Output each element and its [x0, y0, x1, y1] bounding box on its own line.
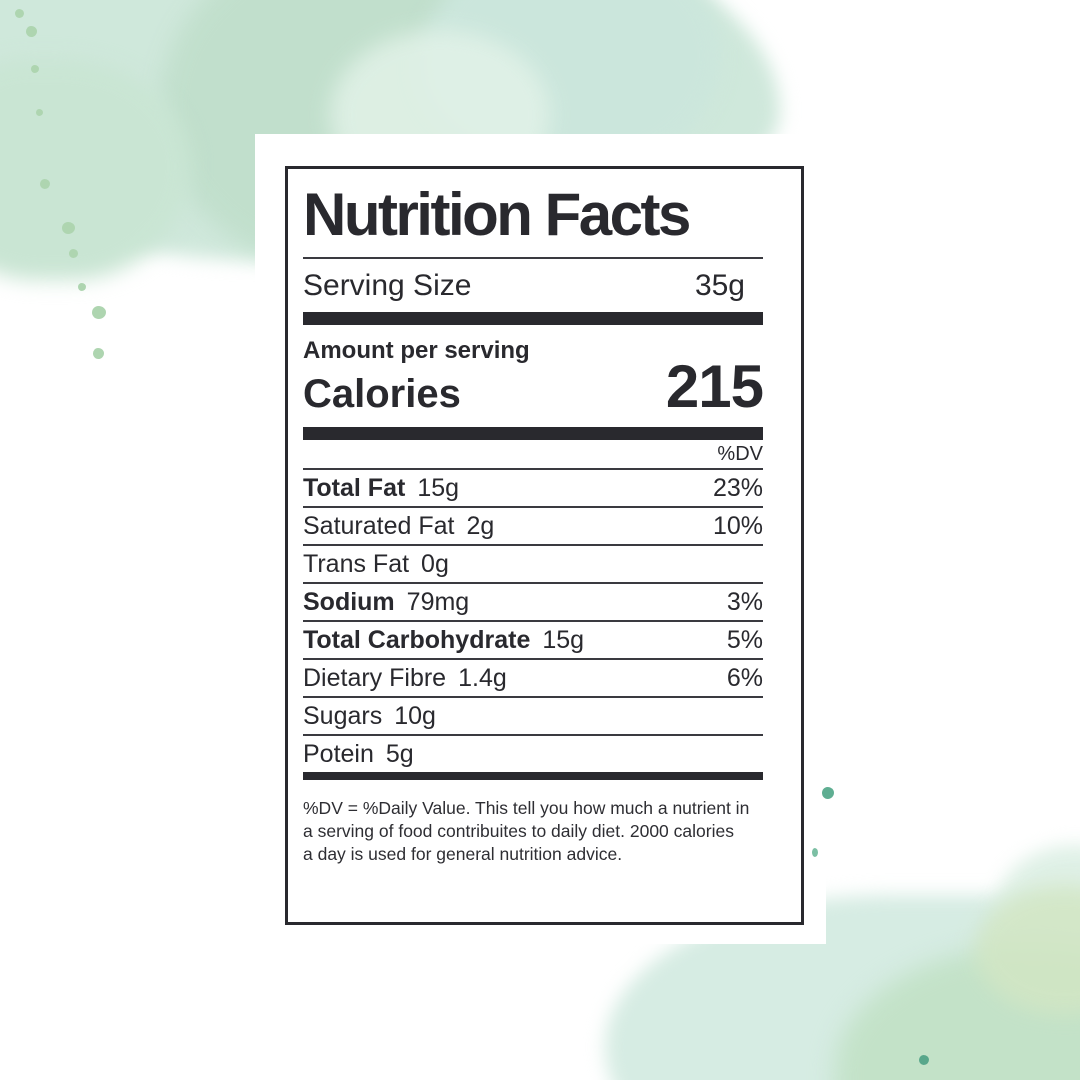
footnote-line: a serving of food contribuites to daily …	[303, 821, 734, 841]
nutrient-row-dietary-fibre: Dietary Fibre 1.4g 6%	[303, 658, 763, 696]
nutrient-name: Total Carbohydrate	[303, 625, 531, 654]
nutrient-dv: 6%	[726, 663, 763, 692]
nutrient-dv: 23%	[712, 473, 763, 502]
divider-thick	[303, 312, 763, 325]
nutrient-dv: 3%	[726, 587, 763, 616]
serving-size-value: 35g	[694, 268, 745, 302]
nutrient-row-sugars: Sugars 10g	[303, 696, 763, 734]
footnote-line: %DV = %Daily Value. This tell you how mu…	[303, 798, 750, 818]
watercolor-dot	[62, 222, 75, 234]
nutrient-name: Saturated Fat	[303, 511, 455, 540]
nutrient-amount: 5g	[385, 739, 414, 768]
watercolor-dot-teal	[919, 1055, 929, 1065]
serving-size-label: Serving Size	[303, 268, 472, 302]
nutrient-name: Total Fat	[303, 473, 406, 502]
nutrient-row-total-carbohydrate: Total Carbohydrate 15g 5%	[303, 620, 763, 658]
nutrient-row-saturated-fat: Saturated Fat 2g 10%	[303, 506, 763, 544]
watercolor-dot	[93, 348, 104, 359]
nutrition-facts-panel: Nutrition Facts Serving Size 35g Amount …	[285, 166, 804, 925]
nutrient-amount: 15g	[542, 625, 585, 654]
watercolor-dot	[40, 179, 50, 189]
watercolor-dot	[26, 26, 37, 37]
nutrient-amount: 2g	[466, 511, 495, 540]
daily-value-header: %DV	[717, 443, 763, 465]
watercolor-blob-bottomright-core	[835, 945, 1080, 1080]
serving-size-row: Serving Size 35g	[303, 259, 763, 312]
nutrient-row-trans-fat: Trans Fat 0g	[303, 544, 763, 582]
divider-thick	[303, 427, 763, 440]
nutrient-row-total-fat: Total Fat 15g 23%	[303, 468, 763, 506]
nutrient-name: Potein	[303, 739, 374, 768]
nutrient-amount: 10g	[394, 701, 436, 730]
footnote-line: a day is used for general nutrition advi…	[303, 844, 623, 864]
watercolor-dot	[92, 306, 106, 319]
watercolor-dot	[36, 109, 43, 116]
nutrient-row-sodium: Sodium 79mg 3%	[303, 582, 763, 620]
watercolor-dot	[69, 249, 78, 258]
nutrient-name: Dietary Fibre	[303, 663, 447, 692]
watercolor-dot	[31, 65, 39, 73]
amount-per-serving-label: Amount per serving	[303, 337, 530, 364]
nutrition-facts-title: Nutrition Facts	[303, 181, 691, 248]
nutrient-dv: 10%	[712, 511, 763, 540]
nutrient-name: Sodium	[303, 587, 395, 616]
watercolor-dot	[78, 283, 86, 291]
nutrient-amount: 1.4g	[458, 663, 507, 692]
nutrient-amount: 79mg	[406, 587, 470, 616]
watercolor-blob-left-lobe	[0, 60, 190, 280]
nutrient-row-protein: Potein 5g	[303, 734, 763, 772]
watercolor-blob-right-arm	[995, 845, 1080, 975]
nutrient-name: Sugars	[303, 701, 383, 730]
nutrient-amount: 15g	[417, 473, 460, 502]
calories-label: Calories	[303, 372, 461, 416]
calories-value: 215	[665, 353, 764, 420]
footnote: %DV = %Daily Value. This tell you how mu…	[303, 797, 763, 866]
divider-thick-bottom	[303, 772, 763, 780]
nutrient-dv: 5%	[726, 625, 763, 654]
watercolor-blob-yellowgreen	[975, 885, 1080, 1015]
nutrient-name: Trans Fat	[303, 549, 410, 578]
nutrient-amount: 0g	[421, 549, 449, 578]
calories-row: Calories 215	[303, 353, 764, 420]
watercolor-dot	[15, 9, 24, 18]
